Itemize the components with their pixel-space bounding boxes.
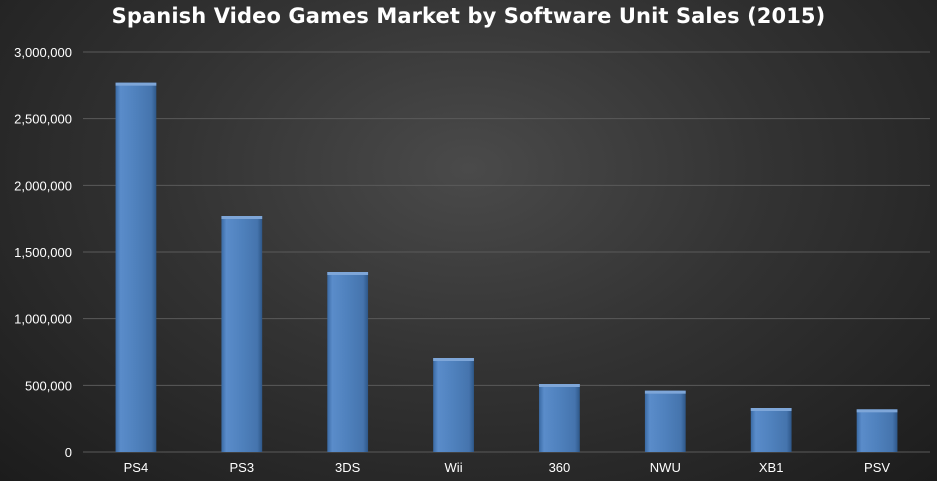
x-tick-label: Wii xyxy=(445,460,463,475)
bar-3ds xyxy=(327,272,369,452)
y-tick-label: 2,000,000 xyxy=(14,178,72,193)
x-tick-label: PS4 xyxy=(124,460,149,475)
bar-360 xyxy=(539,384,580,452)
bar-psv xyxy=(856,409,898,452)
x-tick-label: 360 xyxy=(549,460,571,475)
bar-top-highlight xyxy=(221,216,263,219)
bar-ps3 xyxy=(221,216,263,452)
bar-ps4 xyxy=(115,82,157,453)
y-tick-label: 0 xyxy=(65,445,72,460)
x-tick-label: NWU xyxy=(650,460,681,475)
bar-top-highlight xyxy=(433,358,474,361)
bar-top-highlight xyxy=(327,272,369,275)
bar-top-highlight xyxy=(644,390,686,394)
bar-top-highlight xyxy=(750,408,792,411)
bar-top-highlight xyxy=(115,82,157,86)
bars xyxy=(115,82,898,453)
gridlines xyxy=(83,51,930,453)
x-tick-label: XB1 xyxy=(759,460,784,475)
x-axis-ticks: PS4 PS3 3DS Wii 360 NWU XB1 PSV xyxy=(124,460,891,475)
y-tick-label: 1,000,000 xyxy=(14,312,72,327)
y-tick-label: 1,500,000 xyxy=(14,245,72,260)
x-tick-label: PSV xyxy=(864,460,890,475)
y-axis-ticks: 0 500,000 1,000,000 1,500,000 2,000,000 2,500… xyxy=(14,45,72,460)
bar-top-highlight xyxy=(539,384,580,387)
bar-wii xyxy=(433,358,474,452)
x-tick-label: 3DS xyxy=(335,460,361,475)
bar-top-highlight xyxy=(856,409,898,413)
chart-title: Spanish Video Games Market by Software U… xyxy=(111,4,826,28)
x-tick-label: PS3 xyxy=(230,460,255,475)
y-tick-label: 2,500,000 xyxy=(14,112,72,127)
bar-nwu xyxy=(644,390,686,452)
y-tick-label: 500,000 xyxy=(25,378,72,393)
bar-xb1 xyxy=(750,408,792,452)
y-tick-label: 3,000,000 xyxy=(14,45,72,60)
